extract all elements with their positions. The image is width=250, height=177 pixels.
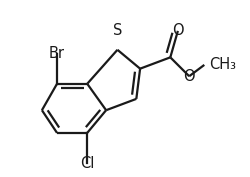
- Text: Cl: Cl: [80, 156, 94, 171]
- Text: CH₃: CH₃: [209, 57, 236, 72]
- Text: O: O: [172, 23, 184, 38]
- Text: S: S: [113, 24, 122, 38]
- Text: Br: Br: [49, 46, 65, 61]
- Text: O: O: [184, 69, 195, 84]
